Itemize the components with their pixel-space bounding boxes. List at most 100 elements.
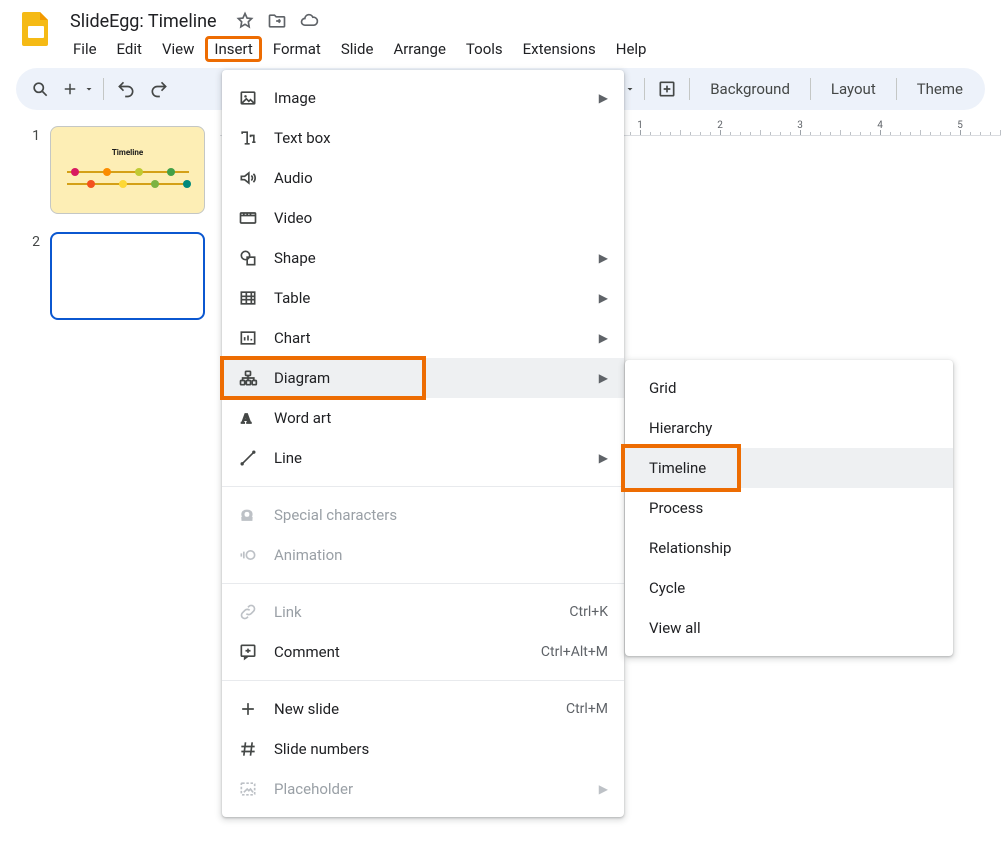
menu-item-label: Text box (274, 129, 608, 147)
svg-text:A: A (241, 411, 251, 426)
insert-shape[interactable]: Shape▶ (222, 238, 624, 278)
undo-icon[interactable] (112, 74, 141, 104)
insert-word-art[interactable]: A Word art (222, 398, 624, 438)
new-slide-dropdown-icon[interactable] (83, 74, 95, 104)
table-icon (238, 288, 258, 308)
submenu-arrow-icon: ▶ (599, 331, 608, 345)
menu-divider (222, 583, 624, 584)
diagram-timeline[interactable]: Timeline (625, 448, 953, 488)
diagram-cycle[interactable]: Cycle (625, 568, 953, 608)
omega-icon: Ω (238, 505, 258, 525)
menu-help[interactable]: Help (607, 36, 656, 62)
theme-button[interactable]: Theme (905, 74, 975, 104)
submenu-arrow-icon: ▶ (599, 371, 608, 385)
diagram-process[interactable]: Process (625, 488, 953, 528)
insert-audio[interactable]: Audio (222, 158, 624, 198)
menu-file[interactable]: File (64, 36, 106, 62)
toolbar-separator (644, 78, 645, 100)
menu-item-label: Audio (274, 169, 608, 187)
insert-special-characters: Ω Special characters (222, 495, 624, 535)
diagram-grid[interactable]: Grid (625, 368, 953, 408)
svg-text:Ω: Ω (241, 508, 252, 524)
slide-thumbnail[interactable] (50, 232, 205, 320)
menu-edit[interactable]: Edit (108, 36, 151, 62)
menu-item-label: Shape (274, 249, 599, 267)
menu-divider (222, 680, 624, 681)
comment-icon (238, 642, 258, 662)
slide-thumbnail[interactable]: Timeline (50, 126, 205, 214)
star-icon[interactable] (235, 11, 255, 31)
menu-item-label: Placeholder (274, 780, 599, 798)
submenu-arrow-icon: ▶ (599, 91, 608, 105)
wordart-icon: A (238, 408, 258, 428)
insert-image[interactable]: Image▶ (222, 78, 624, 118)
audio-icon (238, 168, 258, 188)
menu-divider (222, 486, 624, 487)
document-title[interactable]: SlideEgg: Timeline (64, 9, 223, 34)
menu-item-label: Chart (274, 329, 599, 347)
menu-extensions[interactable]: Extensions (514, 36, 605, 62)
slide-number: 1 (24, 126, 40, 144)
toolbar-separator (103, 78, 104, 100)
menu-item-label: Special characters (274, 506, 608, 524)
submenu-arrow-icon: ▶ (599, 291, 608, 305)
header: SlideEgg: Timeline FileEditViewInsertFor… (0, 0, 1001, 62)
menu-shortcut: Ctrl+K (569, 604, 608, 620)
motion-icon (238, 545, 258, 565)
move-folder-icon[interactable] (267, 11, 287, 31)
line-tool-dropdown-icon[interactable] (624, 74, 636, 104)
menu-arrange[interactable]: Arrange (384, 36, 454, 62)
line-icon (238, 448, 258, 468)
menu-item-label: Video (274, 209, 608, 227)
menu-tools[interactable]: Tools (457, 36, 512, 62)
new-slide-button[interactable] (59, 74, 81, 104)
insert-table[interactable]: Table▶ (222, 278, 624, 318)
menu-item-label: Diagram (274, 369, 599, 387)
menu-item-label: Word art (274, 409, 608, 427)
menu-insert[interactable]: Insert (205, 36, 261, 62)
slide-number: 2 (24, 232, 40, 250)
search-menus-icon[interactable] (26, 74, 55, 104)
insert-diagram[interactable]: Diagram▶ (222, 358, 624, 398)
redo-icon[interactable] (144, 74, 173, 104)
menu-view[interactable]: View (153, 36, 203, 62)
filmstrip: 1 Timeline 2 (0, 110, 220, 338)
menu-shortcut: Ctrl+Alt+M (541, 644, 608, 660)
insert-new-slide[interactable]: New slideCtrl+M (222, 689, 624, 729)
layout-button[interactable]: Layout (819, 74, 888, 104)
insert-animation: Animation (222, 535, 624, 575)
menu-item-label: New slide (274, 700, 566, 718)
menu-item-label: Slide numbers (274, 740, 608, 758)
menu-item-label: Comment (274, 643, 541, 661)
placeholder-icon (238, 779, 258, 799)
diagram-hierarchy[interactable]: Hierarchy (625, 408, 953, 448)
diagram-relationship[interactable]: Relationship (625, 528, 953, 568)
menubar: FileEditViewInsertFormatSlideArrangeTool… (64, 36, 985, 62)
insert-slide-numbers[interactable]: Slide numbers (222, 729, 624, 769)
insert-link: LinkCtrl+K (222, 592, 624, 632)
insert-line[interactable]: Line▶ (222, 438, 624, 478)
image-icon (238, 88, 258, 108)
chart-icon (238, 328, 258, 348)
menu-item-label: Animation (274, 546, 608, 564)
insert-text-box[interactable]: Text box (222, 118, 624, 158)
menu-format[interactable]: Format (264, 36, 330, 62)
menu-item-label: Image (274, 89, 599, 107)
insert-video[interactable]: Video (222, 198, 624, 238)
submenu-arrow-icon: ▶ (599, 451, 608, 465)
menu-slide[interactable]: Slide (332, 36, 383, 62)
hash-icon (238, 739, 258, 759)
cloud-status-icon[interactable] (299, 11, 319, 31)
insert-chart[interactable]: Chart▶ (222, 318, 624, 358)
toolbar-separator (896, 78, 897, 100)
background-button[interactable]: Background (698, 74, 802, 104)
plus-icon (238, 699, 258, 719)
insert-comment[interactable]: CommentCtrl+Alt+M (222, 632, 624, 672)
insert-menu-dropdown: Image▶Text boxAudioVideoShape▶Table▶Char… (222, 70, 624, 817)
diagram-icon (238, 368, 258, 388)
slides-logo-icon[interactable] (16, 8, 56, 48)
menu-item-label: Table (274, 289, 599, 307)
add-comment-icon[interactable] (653, 74, 682, 104)
diagram-view-all[interactable]: View all (625, 608, 953, 648)
thumbnail-title: Timeline (112, 148, 143, 157)
